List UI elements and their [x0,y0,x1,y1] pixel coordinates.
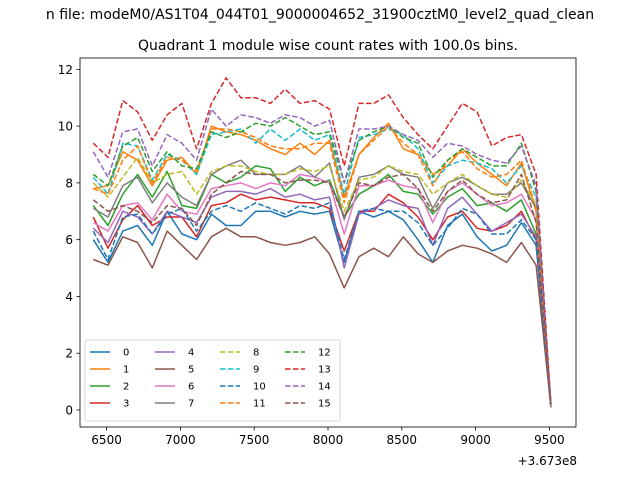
legend-label-11: 11 [253,399,266,410]
legend-label-9: 9 [253,365,259,376]
x-tick-label: 6500 [91,433,122,447]
legend-frame [84,339,341,422]
series-line-12 [92,116,552,405]
x-tick-label: 7000 [165,433,196,447]
legend-label-14: 14 [318,382,331,393]
x-offset-label: +3.673e8 [518,454,577,468]
series-line-2 [92,165,552,408]
x-tick-label: 9000 [460,433,491,447]
y-tick-label: 4 [65,290,73,304]
legend-label-2: 2 [123,382,129,393]
legend-label-10: 10 [253,382,266,393]
legend-label-3: 3 [123,399,129,410]
legend-label-0: 0 [123,348,129,359]
series-line-1 [93,122,552,405]
y-tick-label: 10 [58,120,73,134]
series-line-15 [92,170,552,408]
series-line-4 [92,187,552,408]
x-tick-label: 9500 [534,433,565,447]
figure-suptitle: n file: modeM0/AS1T04_044T01_9000004652_… [45,7,595,23]
series-line-10 [92,202,552,408]
y-tick-label: 6 [65,233,73,247]
legend-label-1: 1 [123,365,129,376]
legend-label-4: 4 [188,348,194,359]
series-line-14 [92,108,552,405]
y-tick-label: 8 [65,176,73,190]
x-tick-label: 8500 [387,433,418,447]
y-tick-label: 0 [65,403,73,417]
y-tick-label: 12 [58,63,73,77]
x-tick-label: 8000 [313,433,344,447]
legend-label-5: 5 [188,365,194,376]
series-line-13 [92,77,552,405]
series-line-8 [92,156,552,408]
legend-label-13: 13 [318,365,331,376]
series-line-3 [92,193,552,408]
series-line-5 [93,227,552,408]
series-line-9 [92,128,552,405]
y-tick-label: 2 [65,347,73,361]
series-line-0 [92,210,552,408]
legend-label-15: 15 [318,399,331,410]
series-layer [92,77,552,408]
legend-label-6: 6 [188,382,194,393]
legend-label-8: 8 [253,348,259,359]
series-line-11 [93,125,552,405]
legend-label-12: 12 [318,348,331,359]
x-tick-label: 7500 [239,433,270,447]
chart-title: Quadrant 1 module wise count rates with … [138,38,518,54]
legend-label-7: 7 [188,399,194,410]
